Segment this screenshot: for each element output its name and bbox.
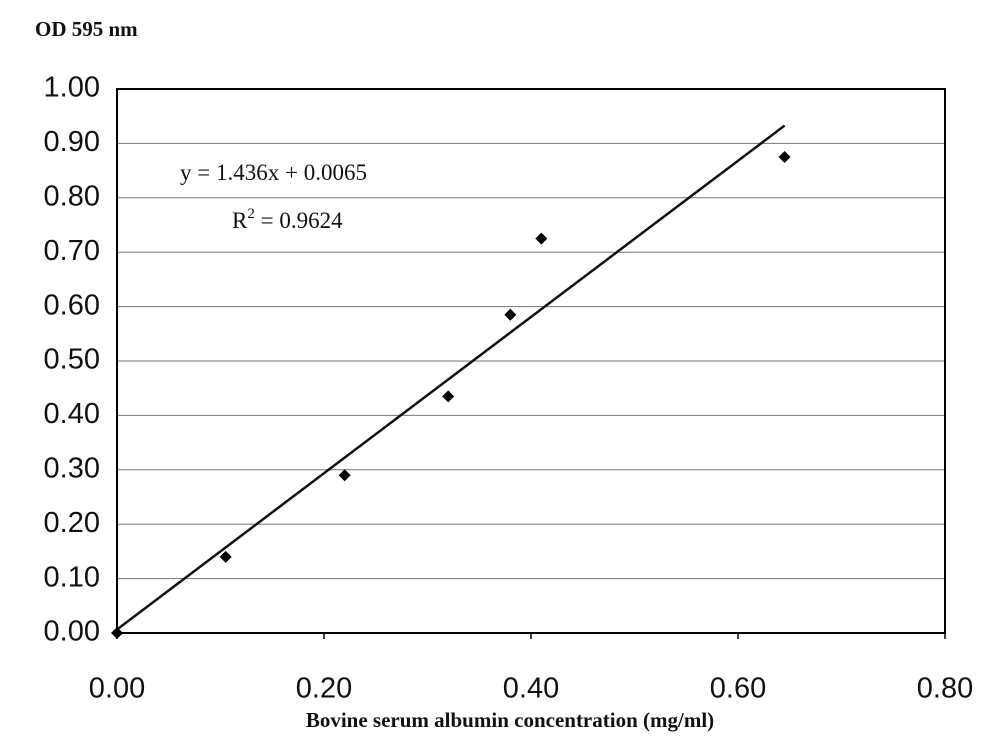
- y-tick-label: 0.50: [44, 344, 100, 376]
- r-squared-value: = 0.9624: [255, 208, 343, 233]
- point: [338, 469, 351, 482]
- x-tick-label: 0.20: [296, 673, 352, 705]
- point: [778, 151, 791, 163]
- trendline: [116, 124, 786, 631]
- y-tick-label: 0.30: [44, 452, 100, 484]
- point: [442, 390, 455, 403]
- y-tick-label: 0.90: [44, 126, 100, 158]
- r-squared-base: R: [232, 208, 248, 233]
- y-tick-label: 0.40: [44, 398, 100, 430]
- y-tick-label: 0.80: [44, 180, 100, 212]
- y-tick-label: 0.00: [44, 616, 100, 648]
- y-tick-label: 0.60: [44, 289, 100, 321]
- y-axis-title: OD 595 nm: [35, 17, 138, 41]
- point: [111, 627, 123, 639]
- r-squared-sup: 2: [247, 206, 255, 222]
- x-tick-label: 0.00: [89, 673, 145, 705]
- point: [535, 232, 548, 245]
- y-tick-label: 0.70: [44, 235, 100, 267]
- x-tick-label: 0.40: [503, 673, 559, 705]
- x-tick-label: 0.60: [710, 673, 766, 705]
- r-squared: R2 = 0.9624: [232, 206, 343, 233]
- x-tick-label: 0.80: [917, 673, 973, 705]
- plot-area: [116, 88, 946, 634]
- y-tick-label: 0.10: [44, 561, 100, 593]
- trendline-equation: y = 1.436x + 0.0065: [180, 160, 367, 185]
- y-tick-label: 0.20: [44, 507, 100, 539]
- x-axis-title: Bovine serum albumin concentration (mg/m…: [306, 708, 714, 732]
- point: [504, 308, 517, 321]
- y-tick-label: 1.00: [44, 72, 100, 104]
- point: [219, 550, 232, 563]
